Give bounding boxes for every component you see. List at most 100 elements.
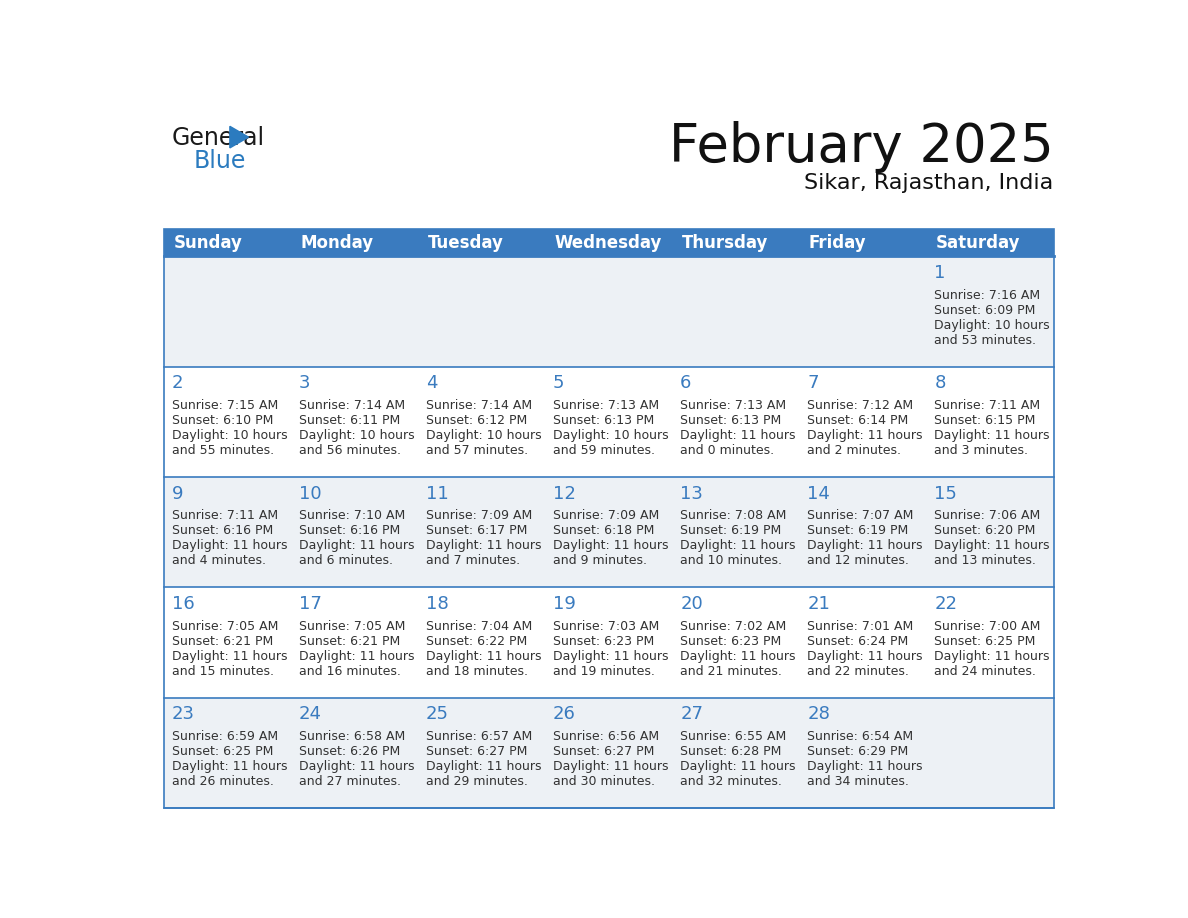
Text: Daylight: 11 hours: Daylight: 11 hours	[172, 760, 287, 773]
Text: 21: 21	[808, 595, 830, 613]
Text: Daylight: 10 hours: Daylight: 10 hours	[299, 429, 415, 442]
Text: and 19 minutes.: and 19 minutes.	[554, 665, 655, 677]
Text: 4: 4	[426, 375, 437, 392]
Bar	[164, 256, 291, 366]
Text: Sunset: 6:27 PM: Sunset: 6:27 PM	[554, 744, 655, 758]
Text: Daylight: 11 hours: Daylight: 11 hours	[426, 540, 542, 553]
Text: and 32 minutes.: and 32 minutes.	[681, 775, 782, 788]
Text: Sunset: 6:10 PM: Sunset: 6:10 PM	[172, 414, 273, 427]
Text: Sunrise: 7:04 AM: Sunrise: 7:04 AM	[426, 620, 532, 633]
Text: Sunset: 6:16 PM: Sunset: 6:16 PM	[172, 524, 273, 537]
Bar	[545, 366, 672, 477]
Text: Sunset: 6:09 PM: Sunset: 6:09 PM	[934, 304, 1036, 317]
Text: and 55 minutes.: and 55 minutes.	[172, 444, 274, 457]
Text: Sunrise: 7:13 AM: Sunrise: 7:13 AM	[681, 399, 786, 412]
Text: 24: 24	[299, 705, 322, 723]
Text: 20: 20	[681, 595, 703, 613]
Text: 15: 15	[934, 485, 958, 503]
Text: Daylight: 11 hours: Daylight: 11 hours	[681, 540, 796, 553]
Text: Sunset: 6:16 PM: Sunset: 6:16 PM	[299, 524, 400, 537]
Bar	[164, 366, 291, 477]
Text: Sunrise: 7:09 AM: Sunrise: 7:09 AM	[426, 509, 532, 522]
Text: 6: 6	[681, 375, 691, 392]
Text: Sunset: 6:29 PM: Sunset: 6:29 PM	[808, 744, 909, 758]
Text: Sunset: 6:24 PM: Sunset: 6:24 PM	[808, 634, 909, 647]
Text: Sunset: 6:23 PM: Sunset: 6:23 PM	[681, 634, 782, 647]
Bar	[800, 366, 927, 477]
Text: Sunset: 6:21 PM: Sunset: 6:21 PM	[172, 634, 273, 647]
Text: Sunset: 6:19 PM: Sunset: 6:19 PM	[808, 524, 909, 537]
Bar	[927, 698, 1054, 808]
Bar	[927, 366, 1054, 477]
Text: Daylight: 11 hours: Daylight: 11 hours	[808, 650, 923, 663]
Text: 25: 25	[426, 705, 449, 723]
Text: and 9 minutes.: and 9 minutes.	[554, 554, 647, 567]
Bar	[672, 588, 800, 698]
Text: and 10 minutes.: and 10 minutes.	[681, 554, 782, 567]
Text: 22: 22	[934, 595, 958, 613]
Text: Sunset: 6:18 PM: Sunset: 6:18 PM	[554, 524, 655, 537]
Text: Sunset: 6:11 PM: Sunset: 6:11 PM	[299, 414, 400, 427]
Text: Sunrise: 6:58 AM: Sunrise: 6:58 AM	[299, 730, 405, 743]
Text: Sunset: 6:19 PM: Sunset: 6:19 PM	[681, 524, 782, 537]
Text: 11: 11	[426, 485, 449, 503]
Text: 12: 12	[554, 485, 576, 503]
Text: 17: 17	[299, 595, 322, 613]
Bar	[672, 256, 800, 366]
Bar	[545, 256, 672, 366]
Text: Sunset: 6:13 PM: Sunset: 6:13 PM	[681, 414, 782, 427]
Text: Sunrise: 7:08 AM: Sunrise: 7:08 AM	[681, 509, 786, 522]
Text: 18: 18	[426, 595, 449, 613]
Bar	[291, 588, 418, 698]
Text: 13: 13	[681, 485, 703, 503]
Text: Daylight: 10 hours: Daylight: 10 hours	[426, 429, 542, 442]
Text: and 30 minutes.: and 30 minutes.	[554, 775, 655, 788]
Text: Sunrise: 7:13 AM: Sunrise: 7:13 AM	[554, 399, 659, 412]
Text: Sunrise: 7:02 AM: Sunrise: 7:02 AM	[681, 620, 786, 633]
Text: Daylight: 10 hours: Daylight: 10 hours	[554, 429, 669, 442]
Text: 27: 27	[681, 705, 703, 723]
Text: Sunrise: 7:15 AM: Sunrise: 7:15 AM	[172, 399, 278, 412]
Text: and 21 minutes.: and 21 minutes.	[681, 665, 782, 677]
Text: Sunday: Sunday	[173, 233, 242, 252]
Bar	[418, 698, 545, 808]
Text: Sunset: 6:25 PM: Sunset: 6:25 PM	[172, 744, 273, 758]
Bar	[800, 477, 927, 588]
Text: Sunrise: 7:06 AM: Sunrise: 7:06 AM	[934, 509, 1041, 522]
Bar	[672, 366, 800, 477]
Bar	[164, 229, 1054, 256]
Bar	[927, 477, 1054, 588]
Text: and 3 minutes.: and 3 minutes.	[934, 444, 1029, 457]
Text: and 22 minutes.: and 22 minutes.	[808, 665, 909, 677]
Text: Sunset: 6:15 PM: Sunset: 6:15 PM	[934, 414, 1036, 427]
Text: 5: 5	[554, 375, 564, 392]
Text: and 16 minutes.: and 16 minutes.	[299, 665, 400, 677]
Bar	[291, 256, 418, 366]
Text: 3: 3	[299, 375, 310, 392]
Text: and 18 minutes.: and 18 minutes.	[426, 665, 527, 677]
Text: Daylight: 11 hours: Daylight: 11 hours	[934, 540, 1050, 553]
Text: Sunset: 6:12 PM: Sunset: 6:12 PM	[426, 414, 527, 427]
Text: Monday: Monday	[301, 233, 373, 252]
Text: and 59 minutes.: and 59 minutes.	[554, 444, 655, 457]
Text: Sunset: 6:13 PM: Sunset: 6:13 PM	[554, 414, 655, 427]
Text: Sunrise: 7:11 AM: Sunrise: 7:11 AM	[934, 399, 1041, 412]
Bar	[545, 477, 672, 588]
Text: Sunset: 6:14 PM: Sunset: 6:14 PM	[808, 414, 909, 427]
Text: and 2 minutes.: and 2 minutes.	[808, 444, 902, 457]
Text: Sunrise: 7:00 AM: Sunrise: 7:00 AM	[934, 620, 1041, 633]
Text: Sunrise: 6:56 AM: Sunrise: 6:56 AM	[554, 730, 659, 743]
Text: 2: 2	[172, 375, 183, 392]
Text: Daylight: 11 hours: Daylight: 11 hours	[808, 760, 923, 773]
Text: Sunrise: 7:12 AM: Sunrise: 7:12 AM	[808, 399, 914, 412]
Text: Daylight: 11 hours: Daylight: 11 hours	[172, 540, 287, 553]
Text: Sunrise: 7:05 AM: Sunrise: 7:05 AM	[172, 620, 278, 633]
Text: Daylight: 11 hours: Daylight: 11 hours	[681, 429, 796, 442]
Bar	[672, 477, 800, 588]
Text: Tuesday: Tuesday	[428, 233, 504, 252]
Text: Daylight: 10 hours: Daylight: 10 hours	[934, 319, 1050, 331]
Bar	[927, 256, 1054, 366]
Text: and 4 minutes.: and 4 minutes.	[172, 554, 266, 567]
Text: Sunrise: 6:54 AM: Sunrise: 6:54 AM	[808, 730, 914, 743]
Text: and 0 minutes.: and 0 minutes.	[681, 444, 775, 457]
